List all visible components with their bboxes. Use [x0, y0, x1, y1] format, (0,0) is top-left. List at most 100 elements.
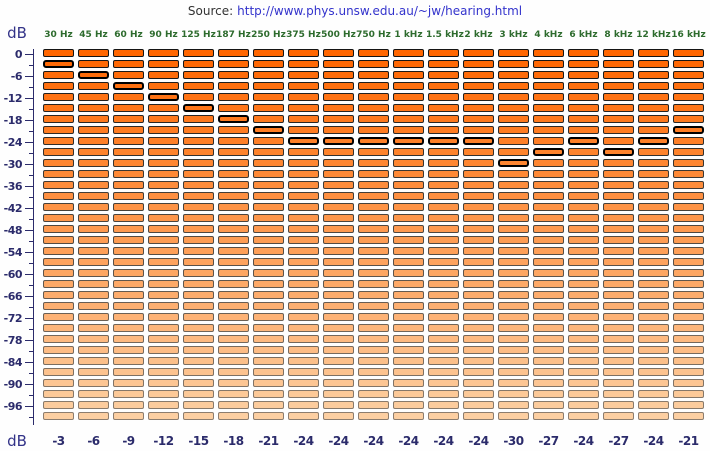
- eq-segment[interactable]: [288, 291, 319, 299]
- eq-segment[interactable]: [673, 346, 704, 354]
- eq-segment[interactable]: [638, 71, 669, 79]
- eq-segment[interactable]: [288, 412, 319, 420]
- eq-segment[interactable]: [638, 225, 669, 233]
- eq-segment[interactable]: [218, 181, 249, 189]
- eq-segment[interactable]: [463, 335, 494, 343]
- eq-segment[interactable]: [148, 203, 179, 211]
- eq-segment[interactable]: [218, 346, 249, 354]
- eq-segment[interactable]: [603, 335, 634, 343]
- eq-segment[interactable]: [358, 346, 389, 354]
- eq-segment[interactable]: [43, 159, 74, 167]
- eq-segment[interactable]: [358, 93, 389, 101]
- eq-segment[interactable]: [393, 148, 424, 156]
- eq-segment[interactable]: [498, 192, 529, 200]
- eq-segment[interactable]: [533, 357, 564, 365]
- eq-segment[interactable]: [43, 214, 74, 222]
- eq-segment[interactable]: [463, 357, 494, 365]
- eq-segment[interactable]: [78, 82, 109, 90]
- eq-segment[interactable]: [603, 93, 634, 101]
- eq-segment[interactable]: [603, 104, 634, 112]
- eq-segment[interactable]: [533, 291, 564, 299]
- eq-segment[interactable]: [113, 148, 144, 156]
- eq-segment[interactable]: [113, 170, 144, 178]
- eq-segment[interactable]: [358, 313, 389, 321]
- eq-segment[interactable]: [218, 49, 249, 57]
- eq-segment[interactable]: [428, 269, 459, 277]
- eq-segment[interactable]: [673, 93, 704, 101]
- eq-segment[interactable]: [323, 170, 354, 178]
- eq-segment[interactable]: [638, 214, 669, 222]
- eq-segment[interactable]: [323, 60, 354, 68]
- eq-segment[interactable]: [148, 401, 179, 409]
- eq-segment[interactable]: [323, 203, 354, 211]
- eq-segment-selected-6-khz[interactable]: [568, 137, 599, 145]
- eq-segment[interactable]: [78, 379, 109, 387]
- eq-segment[interactable]: [113, 71, 144, 79]
- eq-segment[interactable]: [428, 126, 459, 134]
- eq-segment[interactable]: [183, 159, 214, 167]
- eq-segment[interactable]: [393, 71, 424, 79]
- eq-segment[interactable]: [78, 258, 109, 266]
- eq-segment[interactable]: [533, 115, 564, 123]
- eq-segment[interactable]: [113, 49, 144, 57]
- eq-segment[interactable]: [113, 137, 144, 145]
- eq-segment[interactable]: [603, 291, 634, 299]
- eq-segment[interactable]: [113, 192, 144, 200]
- eq-segment[interactable]: [183, 192, 214, 200]
- eq-segment[interactable]: [428, 346, 459, 354]
- eq-segment[interactable]: [253, 291, 284, 299]
- eq-segment[interactable]: [253, 148, 284, 156]
- eq-segment[interactable]: [183, 82, 214, 90]
- eq-segment[interactable]: [43, 49, 74, 57]
- eq-segment[interactable]: [113, 401, 144, 409]
- eq-segment[interactable]: [358, 324, 389, 332]
- eq-segment[interactable]: [638, 357, 669, 365]
- eq-segment[interactable]: [253, 324, 284, 332]
- eq-segment[interactable]: [148, 60, 179, 68]
- eq-segment[interactable]: [638, 335, 669, 343]
- eq-segment[interactable]: [113, 379, 144, 387]
- eq-segment[interactable]: [288, 115, 319, 123]
- eq-segment[interactable]: [148, 390, 179, 398]
- eq-segment[interactable]: [148, 137, 179, 145]
- eq-segment[interactable]: [603, 49, 634, 57]
- eq-segment[interactable]: [673, 291, 704, 299]
- eq-segment[interactable]: [603, 258, 634, 266]
- eq-segment[interactable]: [288, 170, 319, 178]
- eq-segment[interactable]: [638, 401, 669, 409]
- eq-segment[interactable]: [393, 203, 424, 211]
- eq-segment-selected-187-hz[interactable]: [218, 115, 249, 123]
- eq-segment[interactable]: [43, 412, 74, 420]
- eq-segment[interactable]: [183, 236, 214, 244]
- eq-segment[interactable]: [463, 225, 494, 233]
- eq-segment[interactable]: [638, 269, 669, 277]
- eq-segment[interactable]: [43, 324, 74, 332]
- eq-segment[interactable]: [43, 346, 74, 354]
- eq-segment[interactable]: [568, 258, 599, 266]
- eq-segment[interactable]: [323, 401, 354, 409]
- eq-segment[interactable]: [323, 214, 354, 222]
- eq-segment[interactable]: [358, 379, 389, 387]
- eq-segment[interactable]: [43, 181, 74, 189]
- eq-segment[interactable]: [428, 203, 459, 211]
- eq-segment[interactable]: [113, 115, 144, 123]
- eq-segment[interactable]: [498, 412, 529, 420]
- eq-segment[interactable]: [568, 335, 599, 343]
- eq-segment[interactable]: [428, 291, 459, 299]
- eq-segment[interactable]: [533, 390, 564, 398]
- eq-segment[interactable]: [603, 60, 634, 68]
- eq-segment[interactable]: [498, 71, 529, 79]
- eq-segment[interactable]: [288, 82, 319, 90]
- eq-segment[interactable]: [498, 225, 529, 233]
- eq-segment[interactable]: [358, 236, 389, 244]
- eq-segment[interactable]: [568, 302, 599, 310]
- eq-segment[interactable]: [498, 60, 529, 68]
- eq-segment[interactable]: [463, 71, 494, 79]
- eq-segment[interactable]: [533, 137, 564, 145]
- eq-segment[interactable]: [533, 181, 564, 189]
- eq-segment[interactable]: [463, 170, 494, 178]
- eq-segment[interactable]: [288, 236, 319, 244]
- eq-segment[interactable]: [218, 137, 249, 145]
- eq-segment-selected-375-hz[interactable]: [288, 137, 319, 145]
- eq-segment[interactable]: [673, 71, 704, 79]
